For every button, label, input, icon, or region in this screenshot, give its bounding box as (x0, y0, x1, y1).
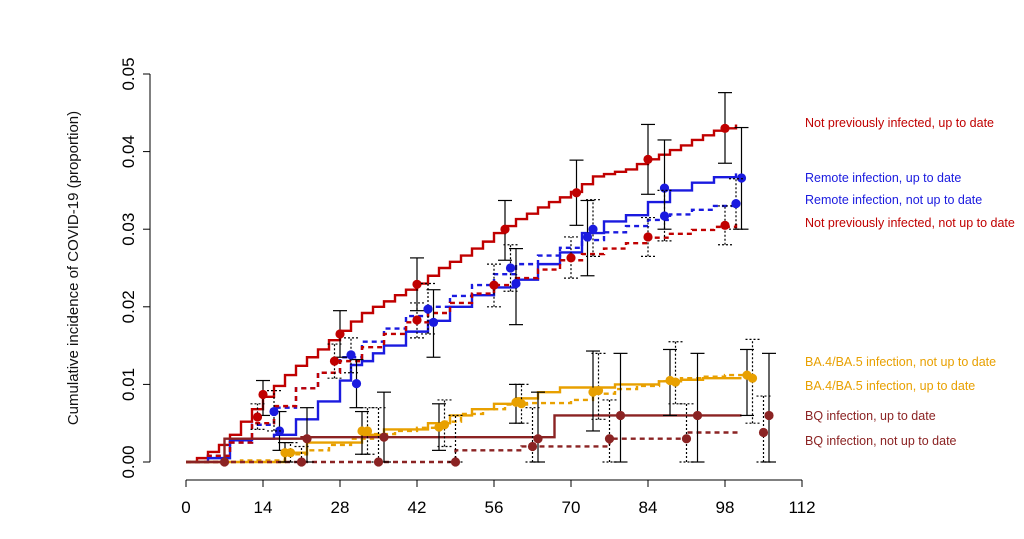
data-point-remote-infection-up-to-date (582, 232, 593, 242)
errorbars-group (219, 92, 776, 467)
data-point-remote-infection-up-to-date (511, 278, 521, 289)
data-point-ba-4-ba-5-infection-up-to-date (434, 422, 444, 432)
data-point-bq-infection-not-up-to-date (450, 457, 461, 467)
x-tick-label: 28 (331, 498, 350, 517)
data-point-remote-infection-up-to-date (736, 173, 747, 183)
y-tick-label: 0.05 (119, 57, 138, 90)
data-point-not-previously-infected-not-up-to-date (412, 315, 422, 325)
data-point-remote-infection-not-up-to-date (659, 211, 670, 221)
data-point-bq-infection-not-up-to-date (373, 457, 384, 467)
data-point-not-previously-infected-not-up-to-date (643, 232, 653, 242)
data-point-not-previously-infected-up-to-date (643, 154, 653, 164)
y-tick-label: 0.03 (119, 213, 138, 246)
data-point-bq-infection-up-to-date (692, 410, 703, 421)
data-point-not-previously-infected-up-to-date (500, 224, 510, 234)
data-point-remote-infection-not-up-to-date (505, 263, 516, 273)
series-line-ba-4-ba-5-infection-not-up-to-date (186, 373, 747, 464)
x-tick-label: 70 (562, 498, 581, 517)
data-point-remote-infection-not-up-to-date (588, 224, 598, 234)
legend-item-remote-infection-not-up-to-date: Remote infection, not up to date (805, 193, 982, 207)
legend-item-bq-infection-not-up-to-date: BQ infection, not up to date (805, 434, 957, 448)
data-point-bq-infection-up-to-date (379, 432, 389, 442)
data-point-not-previously-infected-not-up-to-date (329, 356, 340, 366)
data-point-bq-infection-up-to-date (764, 410, 774, 421)
data-point-bq-infection-not-up-to-date (604, 434, 615, 444)
axes: 0 14 28 42 56 70 84 98 112 0.00 0.01 0.02 0.03 0.04 0.… (119, 57, 816, 517)
data-point-bq-infection-not-up-to-date (758, 427, 769, 438)
data-point-remote-infection-not-up-to-date (423, 304, 433, 314)
x-tick-label: 84 (639, 498, 658, 517)
legend: Not previously infected, up to date Remot… (805, 116, 1015, 448)
legend-item-not-previously-infected-not-up-to-date: Not previously infected, not up to date (805, 216, 1015, 230)
legend-item-ba-4-ba-5-infection-not-up-to-date: BA.4/BA.5 infection, not up to date (805, 355, 996, 369)
data-point-not-previously-infected-up-to-date (571, 188, 582, 198)
y-tick-label: 0.00 (119, 445, 138, 478)
data-point-not-previously-infected-not-up-to-date (720, 220, 730, 230)
data-point-bq-infection-not-up-to-date (527, 441, 538, 452)
data-point-not-previously-infected-up-to-date (720, 123, 730, 133)
x-tick-label: 42 (408, 498, 427, 517)
data-point-ba-4-ba-5-infection-up-to-date (588, 387, 598, 397)
data-point-bq-infection-up-to-date (615, 410, 626, 421)
data-point-remote-infection-not-up-to-date (731, 198, 741, 209)
legend-item-bq-infection-up-to-date: BQ infection, up to date (805, 409, 936, 423)
y-tick-label: 0.02 (119, 290, 138, 323)
x-tick-label: 0 (181, 498, 190, 517)
data-point-bq-infection-up-to-date (533, 434, 543, 444)
legend-item-not-previously-infected-up-to-date: Not previously infected, up to date (805, 116, 994, 130)
y-tick-label: 0.04 (119, 135, 138, 168)
data-point-bq-infection-not-up-to-date (219, 457, 230, 467)
data-point-ba-4-ba-5-infection-up-to-date (665, 375, 675, 386)
x-tick-label: 98 (716, 498, 735, 517)
y-tick-label: 0.01 (119, 368, 138, 401)
data-point-bq-infection-up-to-date (302, 434, 312, 444)
data-point-ba-4-ba-5-infection-up-to-date (357, 426, 367, 436)
y-axis-label: Cumulative incidence of COVID-19 (propor… (65, 111, 82, 425)
data-point-ba-4-ba-5-infection-up-to-date (742, 370, 752, 380)
data-point-remote-infection-not-up-to-date (269, 406, 279, 417)
data-point-not-previously-infected-not-up-to-date (489, 280, 499, 290)
series-line-remote-infection-up-to-date (186, 173, 738, 464)
data-point-remote-infection-up-to-date (428, 317, 439, 327)
legend-item-remote-infection-up-to-date: Remote infection, up to date (805, 171, 961, 185)
data-point-ba-4-ba-5-infection-up-to-date (511, 397, 521, 407)
data-point-not-previously-infected-up-to-date (258, 389, 268, 400)
series-line-not-previously-infected-up-to-date (186, 124, 738, 464)
data-point-not-previously-infected-not-up-to-date (252, 412, 263, 422)
x-tick-label: 112 (788, 498, 815, 517)
data-point-not-previously-infected-up-to-date (335, 329, 345, 339)
data-point-remote-infection-up-to-date (351, 379, 362, 389)
legend-item-ba-4-ba-5-infection-up-to-date: BA.4/BA.5 infection, up to date (805, 379, 975, 393)
data-point-not-previously-infected-not-up-to-date (566, 253, 576, 263)
x-tick-label: 56 (485, 498, 504, 517)
data-point-not-previously-infected-up-to-date (412, 279, 422, 289)
data-point-remote-infection-not-up-to-date (346, 350, 356, 360)
data-point-ba-4-ba-5-infection-up-to-date (280, 448, 290, 458)
data-point-bq-infection-not-up-to-date (296, 457, 307, 467)
data-point-bq-infection-not-up-to-date (681, 434, 692, 444)
x-tick-label: 14 (254, 498, 273, 517)
